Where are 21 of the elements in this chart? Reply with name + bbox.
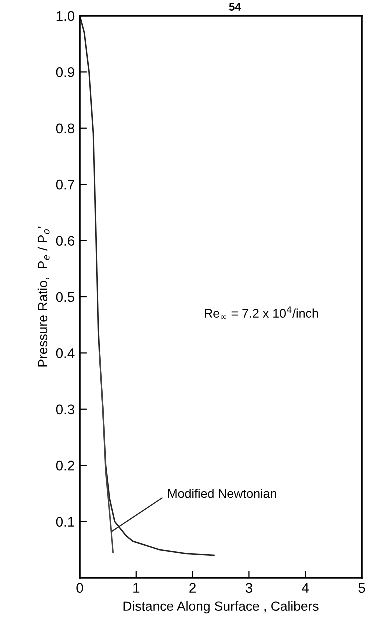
y-tick-label: 0.5 <box>56 292 75 302</box>
annotation: Modified Newtonian <box>168 489 276 498</box>
y-tick-label: 1.0 <box>56 11 75 22</box>
x-axis-title: Distance Along Surface , Calibers <box>124 601 319 614</box>
x-tick-label: 0 <box>76 583 84 594</box>
y-tick-label: 0.2 <box>56 460 74 471</box>
y-tick-label: 0.7 <box>56 180 74 190</box>
text: 54 <box>229 3 242 11</box>
x-tick-label: 2 <box>190 583 196 593</box>
y-tick-label: 0.4 <box>56 348 75 358</box>
y-tick-label: 0.1 <box>56 517 74 527</box>
x-tick-label: 1 <box>134 583 140 593</box>
y-tick-label: 0.3 <box>56 404 75 415</box>
x-tick-label: 4 <box>302 583 310 593</box>
y-tick-label: 0.8 <box>56 124 75 134</box>
y-axis-title: Pressure Ratio, P$_{e}$ / P$_{o}$' <box>38 226 50 367</box>
y-tick-label: 0.6 <box>56 236 75 246</box>
y-tick-label: 0.9 <box>56 68 74 78</box>
x-tick-label: 3 <box>246 583 252 594</box>
annotation: Re$_{∞}$ = 7.2 x 10$^{4}$/inch <box>205 306 318 319</box>
x-tick-label: 5 <box>358 583 366 594</box>
